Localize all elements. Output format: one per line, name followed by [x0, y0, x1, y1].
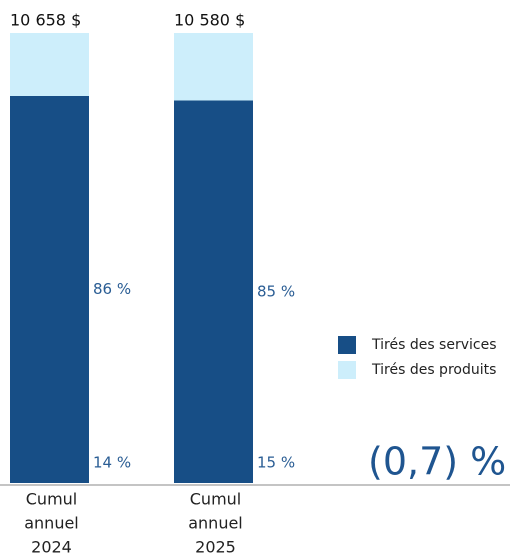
bar-segment [10, 33, 89, 96]
x-tick-label: 2024 [31, 538, 72, 557]
legend-swatch [338, 336, 356, 354]
legend-label: Tirés des produits [371, 362, 496, 378]
bar-segment [174, 100, 253, 483]
total-label: 10 580 $ [174, 11, 245, 30]
x-tick-label: annuel [24, 514, 79, 533]
bar-segment [10, 96, 89, 483]
change-annotation: (0,7) % [368, 440, 506, 484]
value-label: 85 % [257, 282, 295, 300]
x-tick-label: Cumul [190, 490, 241, 509]
legend-swatch [338, 361, 356, 379]
value-label: 14 % [93, 454, 131, 472]
x-tick-label: Cumul [26, 490, 77, 509]
total-label: 10 658 $ [10, 11, 81, 30]
value-label: 86 % [93, 280, 131, 298]
x-tick-label: annuel [188, 514, 243, 533]
legend-label: Tirés des services [371, 337, 497, 353]
value-label: 15 % [257, 454, 295, 472]
x-tick-label: 2025 [195, 538, 236, 557]
bar-segment [174, 33, 253, 101]
